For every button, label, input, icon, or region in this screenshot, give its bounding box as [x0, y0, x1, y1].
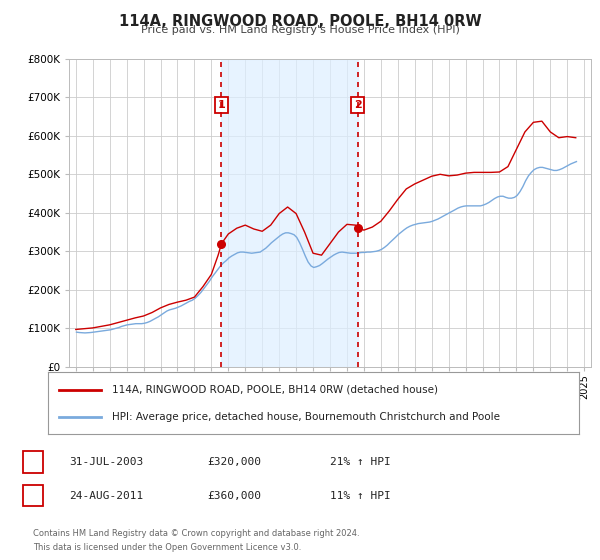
- Text: 114A, RINGWOOD ROAD, POOLE, BH14 0RW: 114A, RINGWOOD ROAD, POOLE, BH14 0RW: [119, 14, 481, 29]
- Text: This data is licensed under the Open Government Licence v3.0.: This data is licensed under the Open Gov…: [33, 543, 301, 552]
- Text: 24-AUG-2011: 24-AUG-2011: [69, 491, 143, 501]
- Text: £360,000: £360,000: [207, 491, 261, 501]
- Text: 11% ↑ HPI: 11% ↑ HPI: [330, 491, 391, 501]
- Text: Price paid vs. HM Land Registry's House Price Index (HPI): Price paid vs. HM Land Registry's House …: [140, 25, 460, 35]
- Text: 114A, RINGWOOD ROAD, POOLE, BH14 0RW (detached house): 114A, RINGWOOD ROAD, POOLE, BH14 0RW (de…: [112, 385, 438, 395]
- Text: £320,000: £320,000: [207, 457, 261, 467]
- Text: 1: 1: [29, 457, 37, 467]
- Text: 31-JUL-2003: 31-JUL-2003: [69, 457, 143, 467]
- Text: Contains HM Land Registry data © Crown copyright and database right 2024.: Contains HM Land Registry data © Crown c…: [33, 529, 359, 538]
- Text: 2: 2: [354, 100, 362, 110]
- Text: 1: 1: [217, 100, 225, 110]
- Text: 21% ↑ HPI: 21% ↑ HPI: [330, 457, 391, 467]
- Bar: [221, 59, 358, 367]
- Text: HPI: Average price, detached house, Bournemouth Christchurch and Poole: HPI: Average price, detached house, Bour…: [112, 412, 500, 422]
- Text: 2: 2: [29, 491, 37, 501]
